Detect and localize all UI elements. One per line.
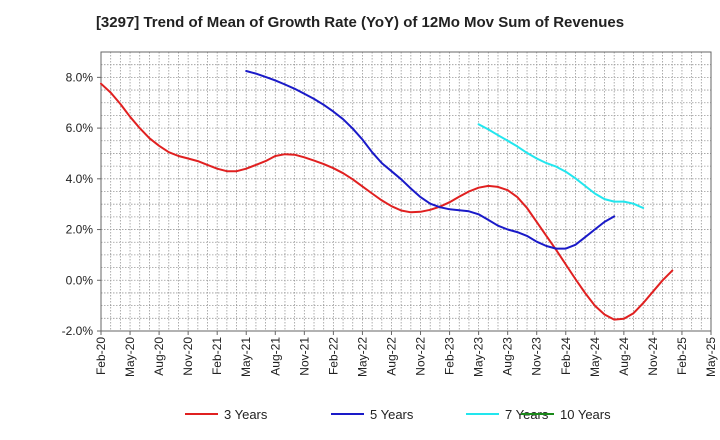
- y-tick-label: 8.0%: [66, 70, 94, 84]
- x-tick-label: Feb-20: [94, 337, 108, 375]
- y-tick-label: -2.0%: [62, 324, 94, 338]
- horizontal-gridlines: [101, 64, 711, 319]
- x-tick-label: Aug-22: [384, 337, 398, 376]
- x-tick-label: May-25: [704, 337, 718, 377]
- y-tick-label: 4.0%: [66, 172, 94, 186]
- x-tick-label: Nov-24: [646, 337, 660, 376]
- series-line-5-years: [245, 70, 616, 250]
- x-tick-label: Aug-23: [501, 337, 515, 376]
- x-tick-label: May-24: [588, 337, 602, 377]
- legend-label: 10 Years: [560, 407, 611, 422]
- x-tick-label: Aug-20: [152, 337, 166, 376]
- series-line-7-years: [477, 123, 645, 209]
- legend: 3 Years 5 Years 7 Years 10 Years: [185, 407, 611, 422]
- x-tick-label: Feb-24: [559, 337, 573, 375]
- x-tick-label: Feb-23: [443, 337, 457, 375]
- x-tick-label: Feb-21: [210, 337, 224, 375]
- x-tick-label: Nov-20: [181, 337, 195, 376]
- x-tick-label: Aug-24: [617, 337, 631, 376]
- plot-border: [100, 51, 712, 332]
- x-tick-label: May-22: [355, 337, 369, 377]
- x-tick-label: May-21: [239, 337, 253, 377]
- x-tick-label: Feb-22: [326, 337, 340, 375]
- y-tick-label: 6.0%: [66, 121, 94, 135]
- x-tick-label: May-23: [472, 337, 486, 377]
- y-tick-label: 0.0%: [66, 273, 94, 287]
- x-tick-label: Feb-25: [675, 337, 689, 375]
- y-tick-label: 2.0%: [66, 223, 94, 237]
- x-tick-label: Aug-21: [268, 337, 282, 376]
- x-tick-label: Nov-22: [414, 337, 428, 376]
- series-line-3-years: [100, 82, 674, 321]
- chart-title: [3297] Trend of Mean of Growth Rate (YoY…: [95, 14, 625, 31]
- x-tick-label: Nov-21: [297, 337, 311, 376]
- legend-label: 5 Years: [370, 407, 414, 422]
- legend-label: 3 Years: [224, 407, 268, 422]
- x-tick-label: Nov-23: [530, 337, 544, 376]
- x-tick-label: May-20: [123, 337, 137, 377]
